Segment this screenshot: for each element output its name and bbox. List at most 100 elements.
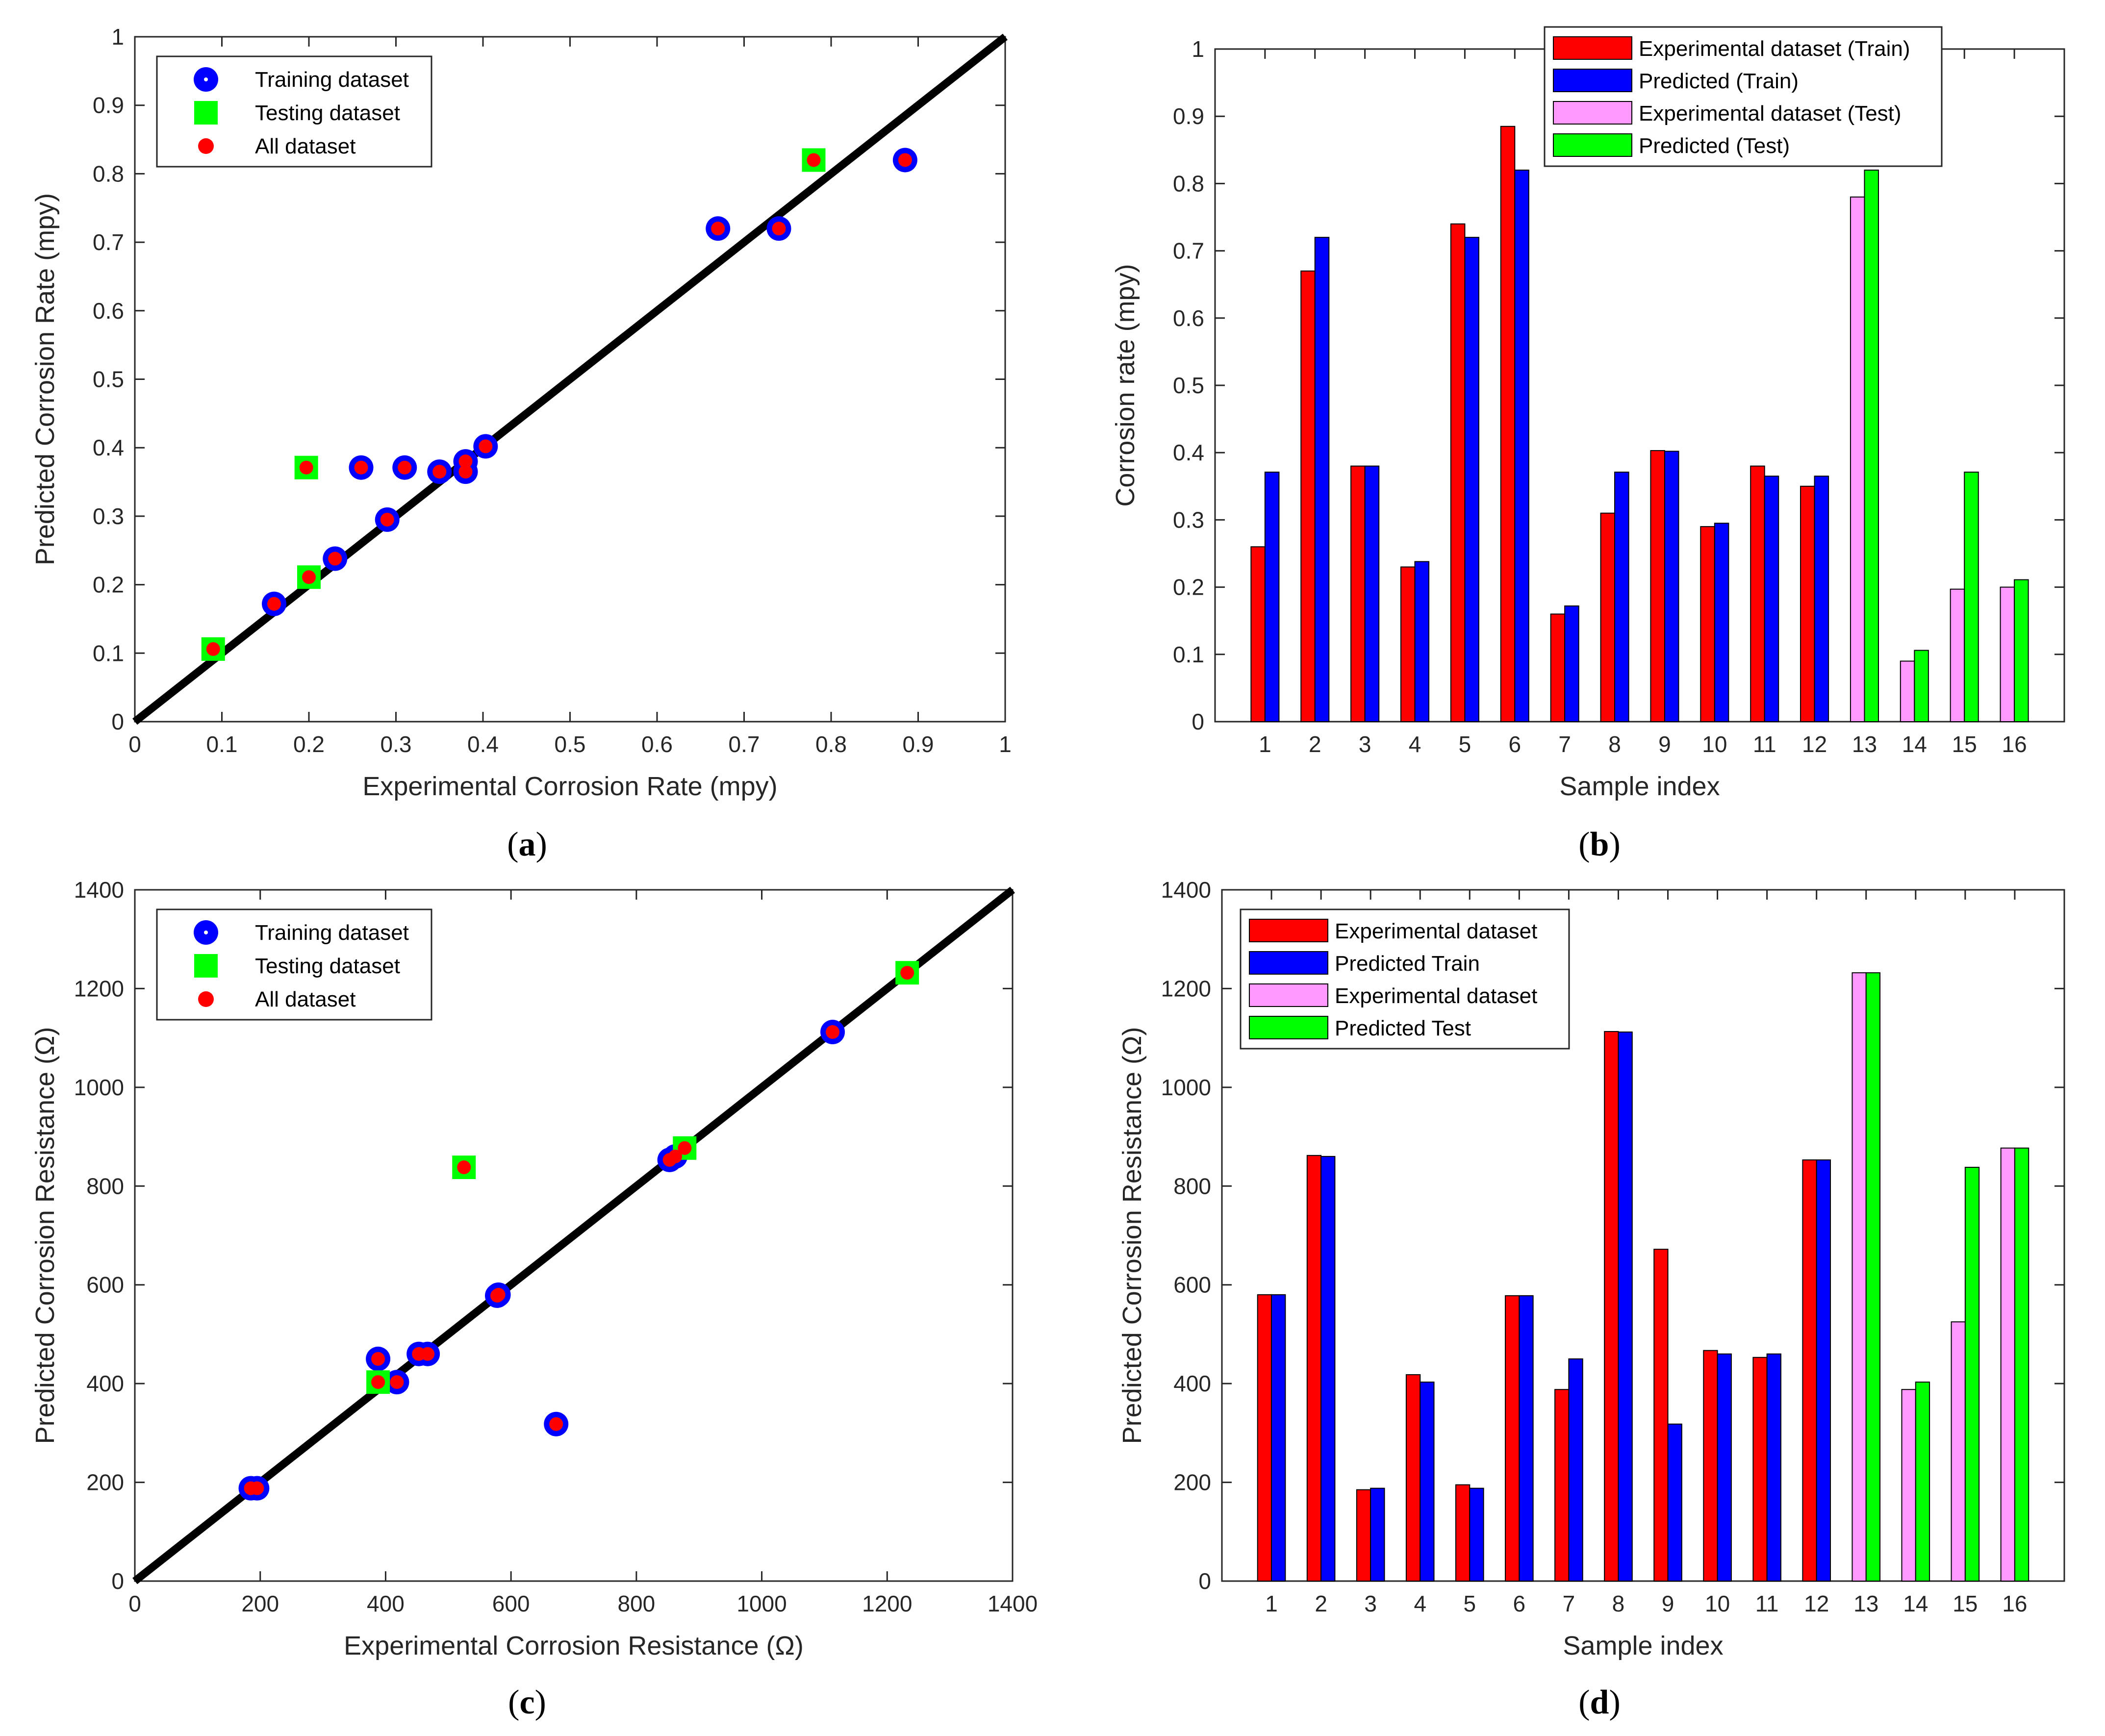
- d-xtick-label: 11: [1755, 1591, 1779, 1616]
- d-pred-train-bar: [1320, 1156, 1336, 1582]
- a-xtick-label: 1: [999, 731, 1012, 757]
- c-ytick-label: 800: [86, 1173, 124, 1199]
- panel-c-scatter-corrosion-resistance: 0 200 400 600 800 1000 1200 1400 0 200 400 600 800 10…: [30, 877, 1038, 1661]
- b-pred-test-bar: [1964, 471, 1979, 722]
- b-ytick-label: 0.9: [1173, 103, 1204, 129]
- c-xtick-label: 1400: [988, 1591, 1038, 1616]
- d-exp-train-bar: [1405, 1374, 1421, 1582]
- c-all-point: [457, 1160, 471, 1175]
- b-exp-train-bar: [1350, 465, 1366, 722]
- b-exp-train-bar: [1600, 512, 1616, 723]
- d-exp-train-bar: [1703, 1350, 1718, 1582]
- d-pred-train-bar: [1816, 1159, 1831, 1582]
- d-pred-train-bar: [1568, 1358, 1583, 1582]
- d-legend-swatch: [1249, 919, 1328, 942]
- c-ytick-label: 1200: [74, 976, 124, 1001]
- c-ytick-label: 1400: [74, 877, 124, 903]
- d-xtick-label: 12: [1804, 1591, 1829, 1616]
- c-all-point: [412, 1347, 426, 1361]
- d-xtick-label: 4: [1414, 1591, 1426, 1616]
- d-xtick-label: 15: [1953, 1591, 1978, 1616]
- d-legend-label: Experimental dataset: [1335, 919, 1537, 943]
- d-ytick-label: 0: [1198, 1568, 1211, 1594]
- d-xtick-label: 7: [1563, 1591, 1575, 1616]
- d-exp-train-bar: [1257, 1294, 1272, 1582]
- a-xtick-label: 0.5: [555, 731, 586, 757]
- b-exp-train-bar: [1400, 566, 1416, 722]
- d-ytick-label: 800: [1173, 1173, 1211, 1199]
- d-exp-train-bar: [1356, 1489, 1371, 1582]
- d-pred-train-bar: [1469, 1487, 1484, 1582]
- panel-d-label: (d): [1578, 1684, 1621, 1721]
- a-xtick-label: 0.6: [641, 731, 673, 757]
- b-xtick-label: 16: [2002, 731, 2027, 757]
- b-pred-train-bar: [1764, 476, 1779, 722]
- b-exp-test-bar: [1850, 196, 1865, 723]
- c-legend-label: Training dataset: [255, 921, 409, 945]
- d-ytick-label: 1000: [1161, 1075, 1211, 1100]
- d-exp-train-bar: [1752, 1357, 1768, 1582]
- a-ytick-label: 0.9: [93, 93, 124, 118]
- c-ytick-label: 0: [111, 1568, 124, 1594]
- d-pred-test-bar: [1865, 972, 1881, 1582]
- d-legend-swatch: [1249, 983, 1328, 1007]
- a-all-point: [432, 465, 447, 479]
- b-pred-train-bar: [1814, 476, 1829, 722]
- d-exp-train-bar: [1455, 1484, 1471, 1582]
- b-exp-train-bar: [1450, 223, 1466, 723]
- a-all-point: [458, 465, 473, 479]
- d-legend-label: Predicted Train: [1335, 952, 1480, 976]
- a-all-point: [898, 153, 912, 167]
- d-pred-train-bar: [1370, 1487, 1385, 1582]
- b-pred-train-bar: [1314, 237, 1330, 723]
- a-all-point: [380, 512, 394, 527]
- b-exp-train-bar: [1800, 485, 1815, 722]
- b-ytick-label: 0.3: [1173, 507, 1204, 532]
- c-xtick-label: 1000: [736, 1591, 786, 1616]
- b-pred-train-bar: [1264, 471, 1280, 722]
- b-ytick-label: 0.5: [1173, 373, 1204, 398]
- a-ytick-label: 0.6: [93, 298, 124, 324]
- d-xtick-label: 8: [1612, 1591, 1625, 1616]
- c-legend-label: Testing dataset: [255, 954, 400, 978]
- b-legend-label: Predicted (Train): [1639, 69, 1799, 93]
- c-xtick-label: 800: [617, 1591, 655, 1616]
- a-legend-all-marker: [198, 138, 214, 154]
- d-legend-swatch: [1249, 951, 1328, 975]
- d-ytick-label: 1400: [1161, 877, 1211, 903]
- b-xtick-label: 2: [1309, 731, 1321, 757]
- d-pred-test-bar: [1964, 1167, 1980, 1582]
- b-legend-swatch: [1553, 69, 1632, 92]
- a-all-point: [458, 454, 473, 469]
- d-ylabel: Predicted Corrosion Resistance (Ω): [1117, 1027, 1147, 1444]
- b-pred-train-bar: [1614, 471, 1629, 722]
- panel-c-label: (c): [508, 1684, 546, 1721]
- a-ytick-label: 0.8: [93, 161, 124, 186]
- c-xlabel: Experimental Corrosion Resistance (Ω): [344, 1631, 804, 1661]
- c-xtick-label: 1200: [862, 1591, 912, 1616]
- d-xtick-label: 14: [1903, 1591, 1928, 1616]
- d-pred-train-bar: [1618, 1032, 1633, 1582]
- b-xtick-label: 5: [1459, 731, 1471, 757]
- b-pred-train-bar: [1564, 605, 1579, 722]
- a-xtick-label: 0.4: [467, 731, 499, 757]
- a-xtick-label: 0.7: [729, 731, 760, 757]
- d-pred-train-bar: [1766, 1353, 1781, 1582]
- b-legend-label: Experimental dataset (Test): [1639, 101, 1902, 126]
- a-xtick-label: 0.9: [903, 731, 934, 757]
- d-exp-train-bar: [1505, 1295, 1520, 1582]
- b-ytick-label: 0.1: [1173, 642, 1204, 667]
- b-exp-train-bar: [1250, 546, 1266, 723]
- b-xtick-label: 7: [1558, 731, 1571, 757]
- a-xtick-label: 0: [128, 731, 141, 757]
- d-exp-test-bar: [2000, 1147, 2015, 1582]
- a-all-point: [302, 570, 316, 584]
- a-ytick-label: 0: [111, 709, 124, 734]
- c-all-point: [549, 1417, 563, 1431]
- b-xtick-label: 8: [1608, 731, 1621, 757]
- c-legend-label: All dataset: [255, 987, 355, 1011]
- panel-d-bar-corrosion-resistance: 0 200 400 600 800 1000 1200 1400 Predicted Corro…: [1117, 877, 2065, 1661]
- a-all-point: [772, 222, 786, 236]
- d-exp-train-bar: [1306, 1155, 1322, 1582]
